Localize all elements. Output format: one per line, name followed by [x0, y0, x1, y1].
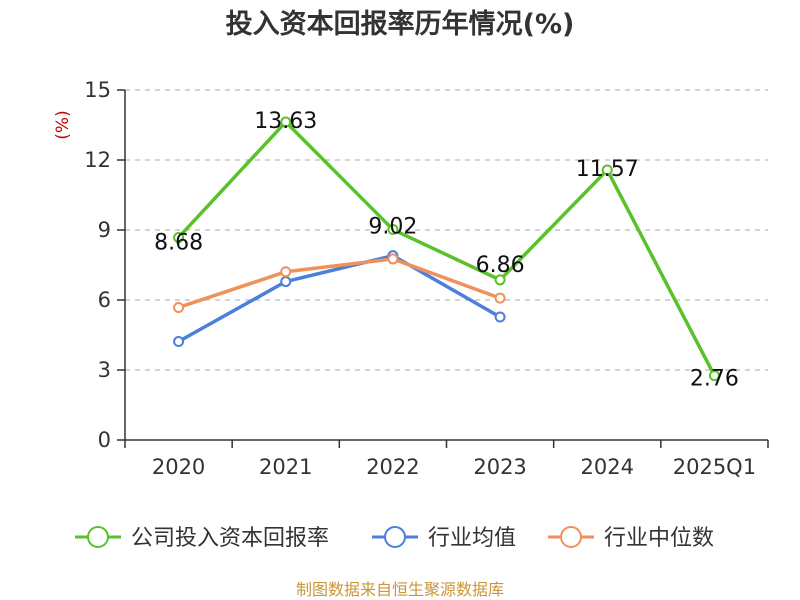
data-point [173, 301, 185, 313]
series-line [177, 120, 716, 377]
series-line [177, 253, 501, 344]
data-labels: 8.68 13.63 9.02 6.86 11.57 2.76 [154, 109, 739, 392]
data-point [494, 274, 506, 286]
data-label: 6.86 [476, 253, 525, 278]
y-axis-unit-label: (%) [53, 110, 73, 139]
data-point [387, 253, 399, 265]
data-label: 9.02 [368, 215, 417, 240]
legend-marker [384, 526, 406, 548]
x-tick-label: 2024 [581, 455, 634, 479]
y-tick-label: 12 [84, 148, 111, 172]
legend-label: 公司投入资本回报率 [131, 526, 329, 551]
y-tick-label: 3 [98, 358, 111, 382]
legend-marker [560, 526, 582, 548]
data-point [601, 164, 613, 176]
series-line [178, 257, 501, 310]
x-tick-label: 2022 [366, 455, 419, 479]
legend-item[interactable]: 公司投入资本回报率 [75, 526, 329, 551]
chart-title: 投入资本回报率历年情况(%) [226, 8, 575, 40]
data-point [173, 336, 185, 348]
legend-label: 行业中位数 [604, 526, 714, 551]
legend-marker [87, 526, 109, 548]
data-label: 2.76 [690, 367, 739, 392]
data-label: 11.57 [576, 157, 639, 182]
legend-label: 行业均值 [428, 526, 516, 551]
legend-item[interactable]: 行业中位数 [548, 526, 714, 551]
x-tick-label: 2021 [259, 455, 312, 479]
data-point [280, 276, 292, 288]
source-note: 制图数据来自恒生聚源数据库 [296, 580, 504, 599]
x-tick-label: 2023 [473, 455, 526, 479]
x-tick-label: 2025Q1 [673, 455, 756, 479]
data-label: 8.68 [154, 230, 203, 255]
y-tick-label: 9 [98, 218, 111, 242]
data-point [494, 311, 506, 323]
data-point [280, 116, 292, 128]
data-point [387, 224, 399, 236]
grid-lines [125, 89, 768, 371]
y-tick-label: 6 [98, 288, 111, 312]
data-label: 13.63 [254, 109, 317, 134]
series-lines [173, 116, 720, 382]
y-tick-label: 0 [98, 428, 111, 452]
data-point [708, 370, 720, 382]
data-point [494, 292, 506, 304]
x-tick-label: 2020 [152, 455, 205, 479]
legend[interactable]: 公司投入资本回报率 行业均值 行业中位数 [75, 526, 714, 551]
axes: 0 3 6 9 12 15 2020 2021 2022 2023 2024 2025Q1 [84, 78, 769, 479]
y-tick-label: 15 [84, 78, 111, 102]
legend-item[interactable]: 行业均值 [372, 526, 516, 551]
data-point [173, 231, 185, 243]
data-point [280, 266, 292, 278]
